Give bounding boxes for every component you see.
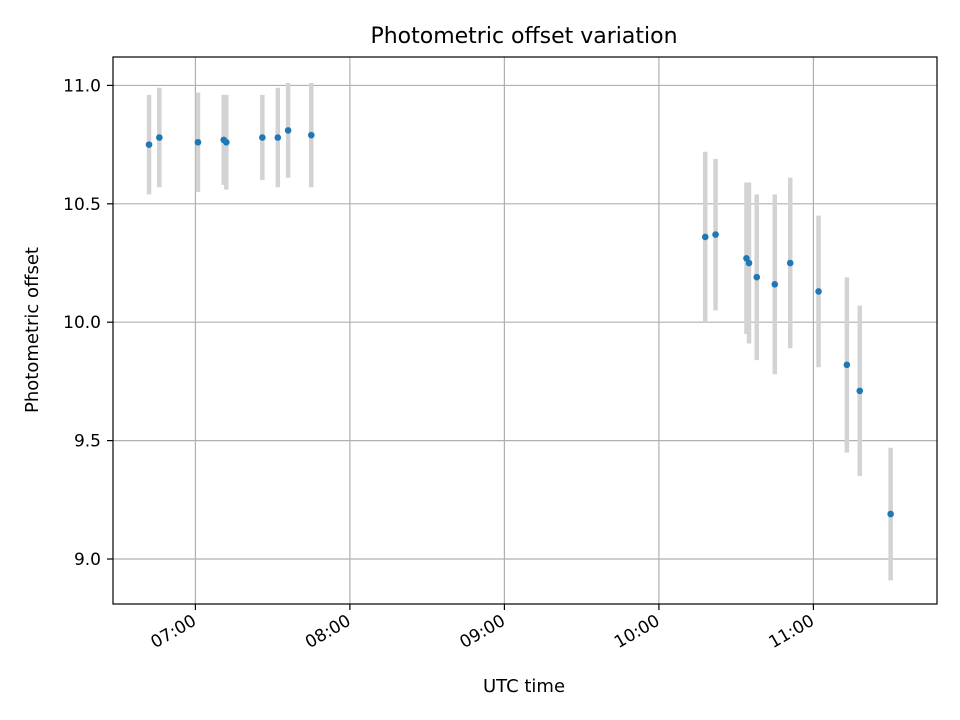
y-tick-label: 10.5 — [63, 195, 101, 215]
y-tick-label: 10.0 — [63, 313, 101, 333]
y-tick-label: 11.0 — [63, 76, 101, 96]
data-point — [887, 510, 894, 518]
data-point — [771, 281, 779, 288]
data-point — [274, 134, 282, 141]
data-point — [856, 387, 864, 395]
grid — [113, 57, 937, 604]
plot-area-frame — [112, 56, 938, 605]
y-tick-label: 9.5 — [74, 432, 101, 452]
data-point — [145, 141, 153, 148]
data-point — [259, 134, 266, 141]
data-point — [843, 361, 851, 369]
data-point — [815, 288, 822, 295]
data-point — [753, 273, 761, 281]
x-axis-label: UTC time — [483, 676, 565, 697]
data-point — [745, 259, 753, 267]
y-axis-ticks: 9.0 9.5 10.0 10.5 11.0 — [63, 76, 113, 570]
data-point — [284, 127, 292, 134]
data-point — [712, 231, 719, 238]
y-tick-label: 9.0 — [74, 550, 101, 570]
data-point — [156, 134, 163, 141]
chart-title: Photometric offset variation — [370, 24, 677, 49]
data-point — [701, 233, 709, 241]
y-axis-label: Photometric offset — [22, 247, 43, 413]
data-point — [194, 138, 202, 146]
data-point — [223, 138, 230, 146]
data-point — [786, 259, 794, 267]
data-points — [145, 127, 894, 518]
data-point — [307, 131, 315, 139]
